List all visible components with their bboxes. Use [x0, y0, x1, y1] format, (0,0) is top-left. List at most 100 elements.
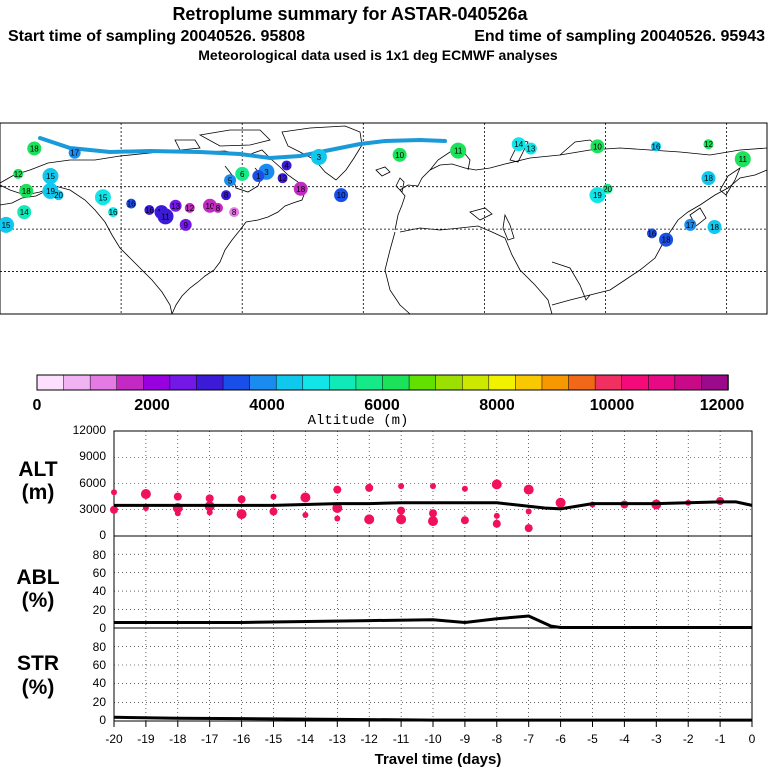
map-marker-label: 16	[127, 200, 136, 209]
map-marker-label: 18	[22, 187, 31, 196]
x-tick-label: -7	[523, 732, 534, 746]
coast-africa	[384, 231, 553, 315]
abl-panel: ABL (%) 0 20 40 60 80	[16, 535, 753, 635]
map-marker	[511, 137, 526, 152]
str-ytick-80: 80	[93, 640, 107, 654]
map-marker	[293, 181, 308, 196]
coast-uk	[395, 177, 405, 193]
map-marker	[701, 171, 716, 186]
map-marker-label: 8	[224, 191, 229, 200]
map-marker	[281, 160, 292, 171]
x-tick-label: -17	[201, 732, 219, 746]
colorbar-tick-0: 0	[33, 397, 42, 414]
coast-black-sea	[469, 207, 493, 221]
alt-cluster-point	[236, 509, 247, 520]
map-marker	[703, 139, 714, 150]
map-marker-label: 9	[183, 221, 188, 230]
x-tick-label: -5	[587, 732, 598, 746]
map-marker	[157, 208, 174, 225]
abl-mean-line	[114, 614, 752, 630]
coast-greenland	[281, 125, 363, 181]
colorbar-frame	[36, 374, 729, 391]
alt-ytick-0: 0	[99, 528, 106, 542]
x-tick-label: -1	[715, 732, 726, 746]
map-marker-label: 5	[228, 176, 233, 185]
colorbar-cells	[36, 374, 729, 391]
str-panel-unit: (%)	[22, 676, 55, 699]
abl-ytick-20: 20	[93, 603, 107, 617]
map-marker-label: 17	[70, 149, 79, 158]
abl-ytick-0: 0	[99, 621, 106, 635]
alt-cluster-point	[493, 512, 500, 519]
map-marker	[734, 151, 751, 168]
alt-cluster-point	[269, 507, 278, 516]
colorbar-cell	[143, 374, 171, 391]
colorbar-cell	[408, 374, 437, 391]
coast-iceland	[375, 166, 391, 177]
alt-cluster-point	[111, 489, 117, 496]
alt-cluster-point	[206, 509, 213, 516]
map-marker	[659, 232, 674, 247]
map-marker-label: 16	[647, 229, 656, 238]
map-marker	[252, 170, 265, 183]
map-marker	[212, 202, 223, 213]
str-ytick-60: 60	[93, 658, 107, 672]
map-marker	[19, 183, 34, 198]
alt-ytick-9000: 9000	[79, 449, 106, 463]
colorbar-cell	[355, 374, 384, 391]
coast-mediterranean	[399, 225, 506, 239]
alt-cluster-point	[555, 497, 566, 508]
alt-cluster-point	[333, 485, 342, 494]
map-marker	[184, 202, 195, 213]
map-marker	[590, 139, 605, 154]
alt-cluster-point	[491, 479, 502, 490]
abl-gridlines	[114, 536, 752, 628]
map-marker-label: 20	[54, 191, 63, 200]
map-marker-label: 3	[317, 153, 322, 162]
alt-cluster-point	[300, 492, 311, 503]
colorbar-cell	[89, 374, 118, 391]
alt-ytick-12000: 12000	[73, 423, 107, 437]
colorbar-cell	[116, 374, 145, 391]
colorbar-cell	[435, 374, 463, 391]
abl-ytick-60: 60	[93, 566, 107, 580]
map-marker-label: 15	[98, 193, 107, 202]
abl-panel-unit: (%)	[22, 589, 55, 612]
x-tick-label: -4	[619, 732, 630, 746]
alt-cluster-point	[205, 494, 214, 503]
map-marker-label: 18	[662, 236, 671, 245]
alt-cluster-point	[332, 503, 343, 513]
colorbar-cell	[594, 374, 623, 391]
alt-cluster-point	[429, 509, 437, 518]
map-marker-label: 10	[593, 142, 602, 151]
map-marker-label: 18	[704, 174, 713, 183]
map-marker	[524, 142, 537, 155]
str-mean-line	[113, 715, 752, 722]
str-panel-label: STR	[17, 652, 59, 675]
alt-cluster-point	[140, 489, 151, 499]
start-time: Start time of sampling 20040526. 95808	[8, 28, 305, 45]
x-tick-label: -20	[105, 732, 123, 746]
colorbar-tick-4000: 4000	[249, 397, 285, 414]
page-title: Retroplume summary for ASTAR-040526a	[172, 4, 528, 24]
map-marker-label: 18	[710, 223, 719, 232]
end-time: End time of sampling 20040526. 95943	[474, 28, 765, 45]
map-marker	[310, 148, 327, 165]
map-marker	[235, 166, 250, 181]
colorbar-cell	[63, 374, 91, 391]
alt-cluster-point	[430, 483, 436, 490]
colorbar-cell	[568, 374, 596, 391]
colorbar-axis-title: Altitude (m)	[308, 413, 409, 429]
map-marker	[53, 190, 64, 201]
coast-arctic-islands	[174, 129, 271, 151]
map-marker-label: 1	[256, 172, 261, 181]
alt-cluster-point	[524, 524, 533, 533]
map-marker-label: 14	[20, 208, 29, 217]
abl-ytick-80: 80	[93, 548, 107, 562]
colorbar-cell	[674, 374, 703, 391]
map-marker	[169, 199, 182, 212]
x-tick-label: -16	[233, 732, 251, 746]
coast-caspian	[502, 213, 515, 241]
map-marker	[126, 198, 137, 209]
